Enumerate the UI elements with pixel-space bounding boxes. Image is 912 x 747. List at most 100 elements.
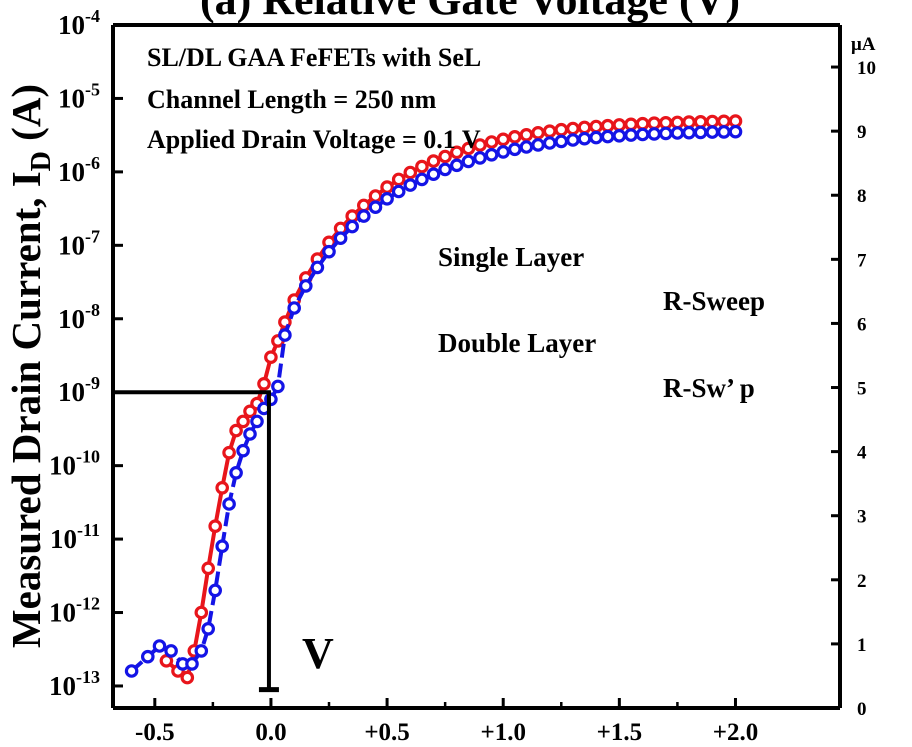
series-0-point-28 <box>415 159 429 174</box>
series-1-point-23 <box>333 231 348 245</box>
axes-layer <box>111 23 842 710</box>
series-1-point-38 <box>507 142 522 157</box>
series-1-point-41 <box>542 136 557 150</box>
y-left-tick-exp-0: -4 <box>85 6 100 26</box>
series-0-point-27 <box>403 165 418 180</box>
series-1-point-52 <box>670 126 685 140</box>
series-1-point-21 <box>310 260 325 275</box>
y-left-tick-base-3: 10 <box>58 230 85 260</box>
y-left-tick-exp-2: -6 <box>85 153 100 173</box>
y-left-tick-exp-3: -7 <box>85 226 100 246</box>
x-tick-label-3: +1.0 <box>480 719 526 746</box>
series-1-point-44 <box>577 131 592 146</box>
y-left-tick-label-9: 10-13 <box>49 667 100 701</box>
y-left-tick-label-5: 10-9 <box>58 373 100 407</box>
y-right-tick-label-7: 7 <box>857 250 867 271</box>
y-left-tick-label-1: 10-5 <box>58 79 100 113</box>
y-left-tick-base-0: 10 <box>58 10 85 40</box>
y-axis-label-subscript: D <box>26 151 57 171</box>
x-tick-label-5: +2.0 <box>713 719 759 746</box>
y-left-tick-base-9: 10 <box>49 671 76 701</box>
vt-label: V <box>302 629 334 678</box>
y-left-tick-exp-1: -5 <box>85 79 100 99</box>
y-right-tick-label-2: 2 <box>857 571 867 592</box>
series-0-point-25 <box>380 180 394 194</box>
y-right-tick-label-0: 0 <box>857 699 867 720</box>
series-1-point-12 <box>236 443 250 458</box>
series-0-point-54 <box>717 114 731 129</box>
series-1-point-54 <box>693 125 708 140</box>
y-right-tick-label-5: 5 <box>857 379 867 400</box>
y-left-tick-base-7: 10 <box>50 524 77 554</box>
series-0-point-52 <box>693 115 708 129</box>
y-axis-label-main: Measured Drain Current, I <box>3 171 49 648</box>
y-left-tick-base-2: 10 <box>58 157 85 187</box>
series-0-point-39 <box>542 124 557 138</box>
series-0-point-34 <box>484 135 499 149</box>
series-1-point-14 <box>250 414 264 429</box>
legend-sub-1: R-Sw’ p <box>663 373 755 403</box>
series-0-point-23 <box>356 198 371 213</box>
y-left-tick-base-4: 10 <box>58 304 85 334</box>
series-0-point-26 <box>391 172 406 187</box>
y-left-tick-label-7: 10-11 <box>50 520 100 554</box>
series-1-point-2 <box>152 639 167 653</box>
series-0-point-6 <box>208 519 222 533</box>
chart-title: (a) Relative Gate Voltage (V) <box>200 0 740 24</box>
y-left-tick-label-4: 10-8 <box>58 300 100 334</box>
y-left-tick-exp-4: -8 <box>85 300 100 320</box>
series-1-point-5 <box>185 657 199 671</box>
y-left-tick-exp-7: -11 <box>77 520 100 540</box>
series-0-point-33 <box>473 138 487 152</box>
series-0-point-51 <box>682 115 696 129</box>
y-left-tick-exp-9: -13 <box>76 667 100 687</box>
y-right-tick-label-1: 1 <box>857 635 867 656</box>
y-left-tick-base-5: 10 <box>58 377 85 407</box>
series-1-point-1 <box>141 649 155 664</box>
series-0-point-37 <box>519 128 534 142</box>
y-left-tick-exp-8: -12 <box>76 594 100 614</box>
y-left-tick-label-3: 10-7 <box>58 226 100 260</box>
series-1-point-33 <box>449 158 464 173</box>
series-0-point-48 <box>647 116 661 130</box>
annotation-0: SL/DL GAA FeFETs with SeL <box>147 43 481 72</box>
series-0-point-14 <box>264 350 278 364</box>
series-0-point-10 <box>236 414 250 429</box>
series-0-point-24 <box>368 189 383 203</box>
y-right-tick-label-3: 3 <box>857 507 867 528</box>
series-1-point-24 <box>345 219 359 234</box>
series-1-point-51 <box>658 126 673 141</box>
series-0-point-2 <box>180 670 195 685</box>
series-1-point-0 <box>124 664 139 678</box>
series-1-point-3 <box>164 644 178 658</box>
text-layer: -0.5 0.0 +0.5 +1.0 +1.5 +2.010-410-510-610-71… <box>3 0 876 746</box>
series-0-point-13 <box>257 376 271 391</box>
series-1-point-53 <box>682 125 696 140</box>
annotation-1: Channel Length = 250 nm <box>147 85 437 114</box>
legend-label-0: Single Layer <box>438 242 584 272</box>
series-0-point-49 <box>658 116 673 130</box>
series-1-point-6 <box>194 644 209 658</box>
series-1-point-18 <box>278 328 292 342</box>
x-tick-label-4: +1.5 <box>597 719 643 746</box>
y-left-tick-label-0: 10-4 <box>58 6 100 40</box>
series-1-point-8 <box>208 583 222 598</box>
series-1-point-31 <box>426 167 441 181</box>
series-1-point-37 <box>496 145 510 159</box>
y-right-tick-label-9: 9 <box>857 122 867 143</box>
y-right-tick-label-6: 6 <box>857 314 867 335</box>
series-1-point-39 <box>519 140 534 154</box>
y-left-tick-exp-5: -9 <box>85 373 100 393</box>
y-left-tick-base-1: 10 <box>58 83 85 113</box>
series-0-point-5 <box>201 561 215 576</box>
series-1-point-46 <box>600 129 615 144</box>
series-1-point-55 <box>705 125 720 139</box>
y-axis-label: Measured Drain Current, ID (A) <box>3 84 57 648</box>
series-1-point-13 <box>243 427 257 441</box>
series-1-point-40 <box>531 138 545 152</box>
series-1-point-20 <box>298 279 313 293</box>
series-1-point-47 <box>612 129 627 143</box>
y-right-tick-label-8: 8 <box>857 186 867 207</box>
legend-label-1: Double Layer <box>438 328 596 358</box>
series-0-point-38 <box>531 126 545 140</box>
